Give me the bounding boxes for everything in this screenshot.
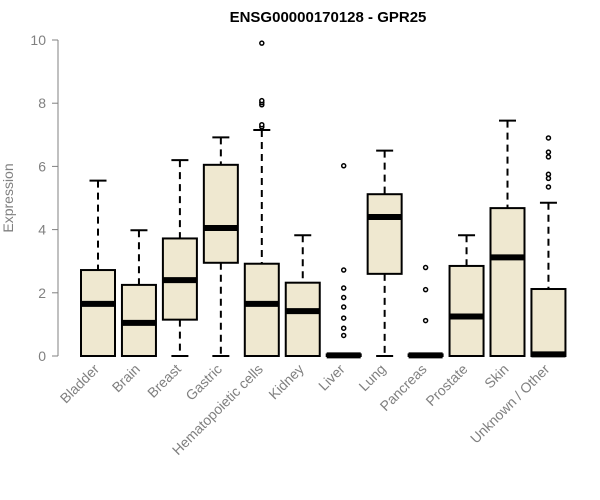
box-liver <box>325 163 362 359</box>
y-tick-label: 2 <box>38 285 46 301</box>
box-gastric <box>202 136 239 357</box>
y-tick-label: 8 <box>38 95 46 111</box>
y-axis-label: Expression <box>0 163 16 232</box>
box-rect <box>366 193 403 275</box>
y-tick-label: 4 <box>38 222 46 238</box>
box-unknown-other <box>530 135 567 358</box>
box-prostate <box>448 234 485 357</box>
box-rect <box>284 281 321 357</box>
box-rect <box>489 207 526 357</box>
box-rect <box>448 264 485 357</box>
x-tick-label: Lung <box>355 361 388 394</box>
x-tick-label: Liver <box>315 361 348 394</box>
x-tick-label: Bladder <box>57 361 103 407</box>
outlier-point <box>259 121 265 128</box>
box-rect <box>80 269 116 358</box>
y-axis-ticks: 0 2 4 6 8 10 <box>30 32 58 364</box>
box-rect <box>243 262 280 357</box>
box-rect <box>530 288 567 357</box>
boxes-group <box>80 40 567 359</box>
outlier-point <box>259 40 265 46</box>
chart-title: ENSG00000170128 - GPR25 <box>230 9 427 26</box>
box-skin <box>489 119 526 357</box>
outlier-point <box>340 163 347 169</box>
box-pancreas <box>407 264 444 359</box>
outlier-point <box>422 264 429 271</box>
y-tick-label: 6 <box>38 158 46 174</box>
outlier-point <box>545 154 552 160</box>
outlier-point <box>545 149 552 155</box>
outlier-point <box>422 317 429 324</box>
outlier-point <box>259 97 265 104</box>
y-tick-label: 0 <box>38 348 46 364</box>
outlier-point <box>422 286 429 293</box>
outlier-point <box>340 267 347 273</box>
box-kidney <box>284 234 321 357</box>
outlier-point <box>340 325 347 331</box>
outlier-point <box>340 332 347 339</box>
box-rect <box>202 163 239 264</box>
box-lung <box>366 149 403 357</box>
outlier-point <box>545 184 552 190</box>
x-tick-label: Skin <box>481 361 512 392</box>
outlier-point <box>545 171 552 178</box>
x-tick-label: Brain <box>109 361 143 395</box>
box-hematopoietic-cells <box>243 40 280 357</box>
x-tick-label: Breast <box>144 361 184 401</box>
x-tick-label: Kidney <box>265 361 307 403</box>
outlier-point <box>340 285 347 291</box>
outlier-point <box>340 315 347 321</box>
y-tick-label: 10 <box>30 32 46 48</box>
outlier-point <box>340 294 347 301</box>
box-breast <box>161 159 198 357</box>
outlier-point <box>340 304 347 310</box>
box-brain <box>120 229 157 357</box>
box-bladder <box>80 179 116 358</box>
x-tick-label: Prostate <box>422 361 470 409</box>
outlier-point <box>545 135 552 141</box>
